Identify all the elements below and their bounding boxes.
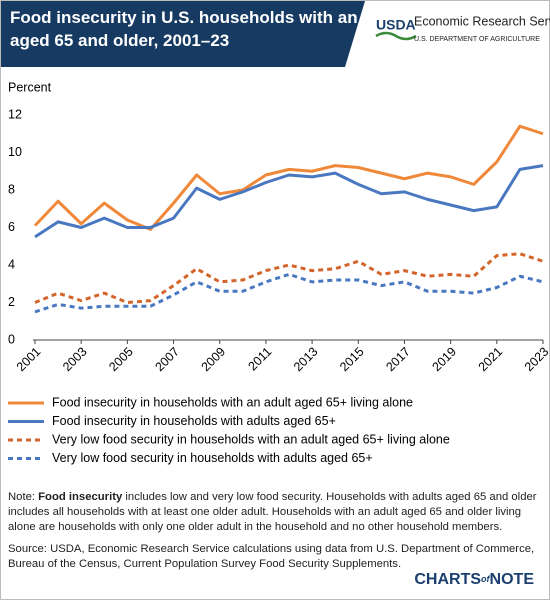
legend-label: Very low food security in households wit…	[52, 432, 450, 446]
series-line	[34, 272, 544, 314]
x-tick-label: 2011	[245, 345, 274, 374]
y-tick-label: 8	[8, 182, 15, 196]
note-term: Food insecurity	[38, 491, 123, 503]
brand-last: NOTE	[490, 571, 535, 588]
x-tick-label: 2019	[430, 345, 460, 375]
x-tick-label: 2021	[476, 345, 506, 375]
agency: Economic Research Service	[414, 14, 550, 28]
chart-title: Food insecurity in U.S. households with …	[10, 8, 403, 50]
x-tick-label: 2003	[60, 345, 90, 375]
x-tick-label: 2005	[106, 345, 136, 375]
department: U.S. DEPARTMENT OF AGRICULTURE	[414, 36, 540, 43]
y-tick-label: 4	[8, 257, 15, 271]
x-tick-label: 2009	[199, 345, 229, 375]
brand-first: CHARTS	[414, 571, 481, 588]
logo-area	[345, 1, 549, 67]
x-tick-label: 2015	[337, 345, 367, 375]
series-line	[34, 164, 544, 239]
legend-label: Food insecurity in households with adult…	[52, 414, 336, 428]
note: Note: Food insecurity includes low and v…	[8, 490, 542, 535]
x-tick-label: 2001	[14, 345, 44, 375]
x-tick-label: 2023	[522, 345, 550, 375]
series-line	[34, 252, 544, 304]
note-text: includes low and very low food security.…	[8, 491, 537, 533]
x-tick-label: 2017	[383, 345, 413, 375]
x-tick-label: 2013	[291, 345, 321, 375]
source: Source: USDA, Economic Research Service …	[8, 543, 535, 570]
y-tick-label: 0	[8, 332, 15, 346]
legend-label: Very low food security in households wit…	[52, 451, 373, 465]
series-line	[33, 124, 544, 231]
y-tick-label: 10	[8, 145, 22, 159]
x-tick-label: 2007	[152, 345, 182, 375]
legend-label: Food insecurity in households with an ad…	[52, 395, 413, 409]
logo-swoosh	[375, 31, 417, 41]
y-tick-label: 12	[8, 107, 22, 121]
branding: CHARTSofNOTE	[414, 571, 534, 588]
brand-middle: of	[481, 574, 490, 584]
y-tick-label: 6	[8, 220, 15, 234]
logo: USDA	[376, 17, 416, 33]
note-label: Note:	[8, 491, 36, 503]
y-axis-label: Percent	[8, 80, 52, 94]
y-tick-label: 2	[8, 295, 15, 309]
